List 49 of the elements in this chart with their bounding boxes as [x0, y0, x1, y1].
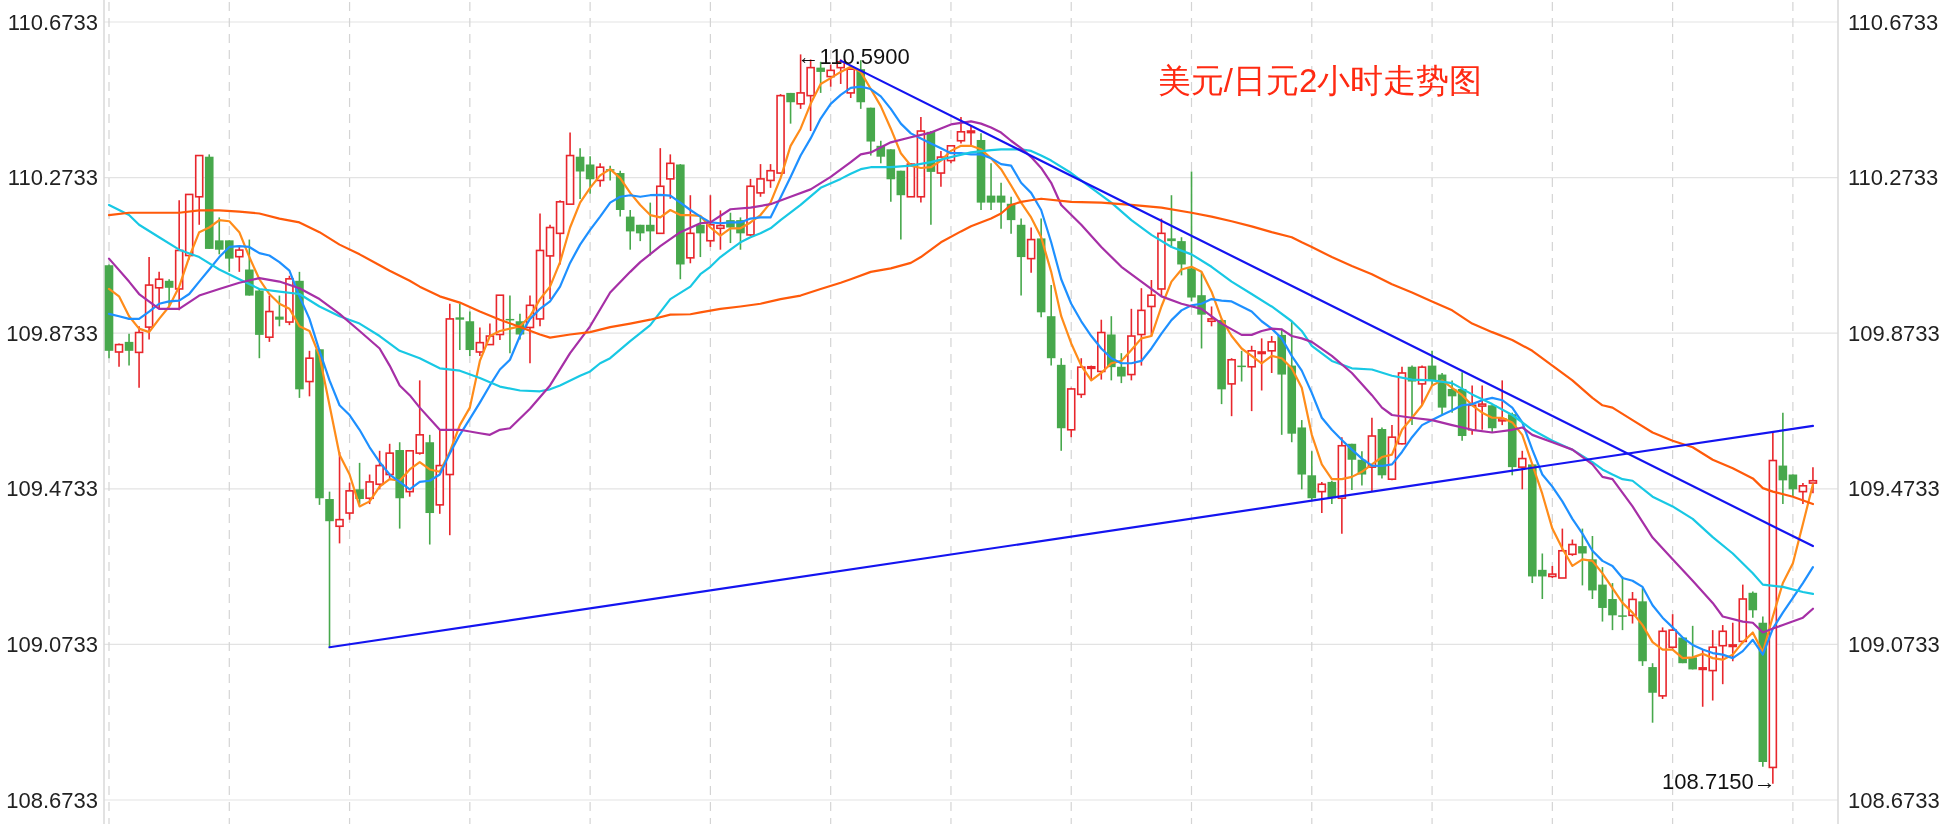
candlestick [1117, 352, 1126, 384]
y-tick-label: 110.6733 [7, 9, 98, 35]
candlestick [1517, 449, 1527, 491]
candlestick [1177, 236, 1186, 277]
candlestick [1167, 194, 1176, 248]
text: 美元/日元2小时走势图 [1157, 62, 1483, 99]
y2-tick-label: 109.0733 [1848, 631, 1940, 657]
candlestick [1798, 482, 1808, 505]
candlestick [235, 246, 244, 273]
line-series [107, 197, 1815, 506]
candlestick [786, 92, 795, 125]
candlestick [696, 215, 705, 258]
y-tick-label: 108.6733 [6, 787, 98, 813]
candlestick [966, 125, 976, 147]
candlestick [124, 332, 134, 367]
y2-tick-label: 109.8733 [1848, 320, 1940, 346]
candlestick [325, 490, 334, 649]
candlestick [275, 294, 284, 328]
candlestick [585, 155, 595, 195]
y-tick-label: 109.0733 [6, 631, 98, 657]
y-tick-label: 110.2733 [7, 165, 98, 191]
y2-tick-label: 109.4733 [1848, 476, 1940, 502]
candlestick [666, 153, 675, 200]
candlestick [475, 326, 485, 357]
y2-tick-label: 108.6733 [1848, 787, 1940, 813]
candlestick [134, 325, 144, 389]
candlestick [1026, 226, 1036, 274]
candlestick [114, 342, 124, 368]
candlestick [846, 67, 856, 99]
candlestick [1578, 527, 1587, 587]
candlestick [164, 278, 174, 308]
y2-tick-label: 110.6733 [1848, 9, 1939, 35]
annotation: ←110.5900 [797, 43, 910, 69]
candlestick [986, 162, 996, 211]
candlestick [1808, 466, 1818, 494]
annotation: 108.7150→ [1662, 769, 1776, 795]
candlestick [956, 116, 966, 145]
candlestick [1307, 450, 1317, 503]
candlestick [1748, 590, 1758, 619]
candlestick [345, 481, 354, 521]
candlestick [455, 302, 465, 351]
candlestick [1317, 481, 1327, 514]
candlestick [996, 181, 1006, 230]
candlestick [305, 350, 314, 398]
y2-tick-label: 110.2733 [1848, 165, 1939, 191]
y-tick-label: 109.8733 [6, 320, 98, 346]
y-tick-label: 109.4733 [6, 476, 98, 502]
candlestick [154, 271, 164, 310]
candlestick [1477, 384, 1487, 431]
